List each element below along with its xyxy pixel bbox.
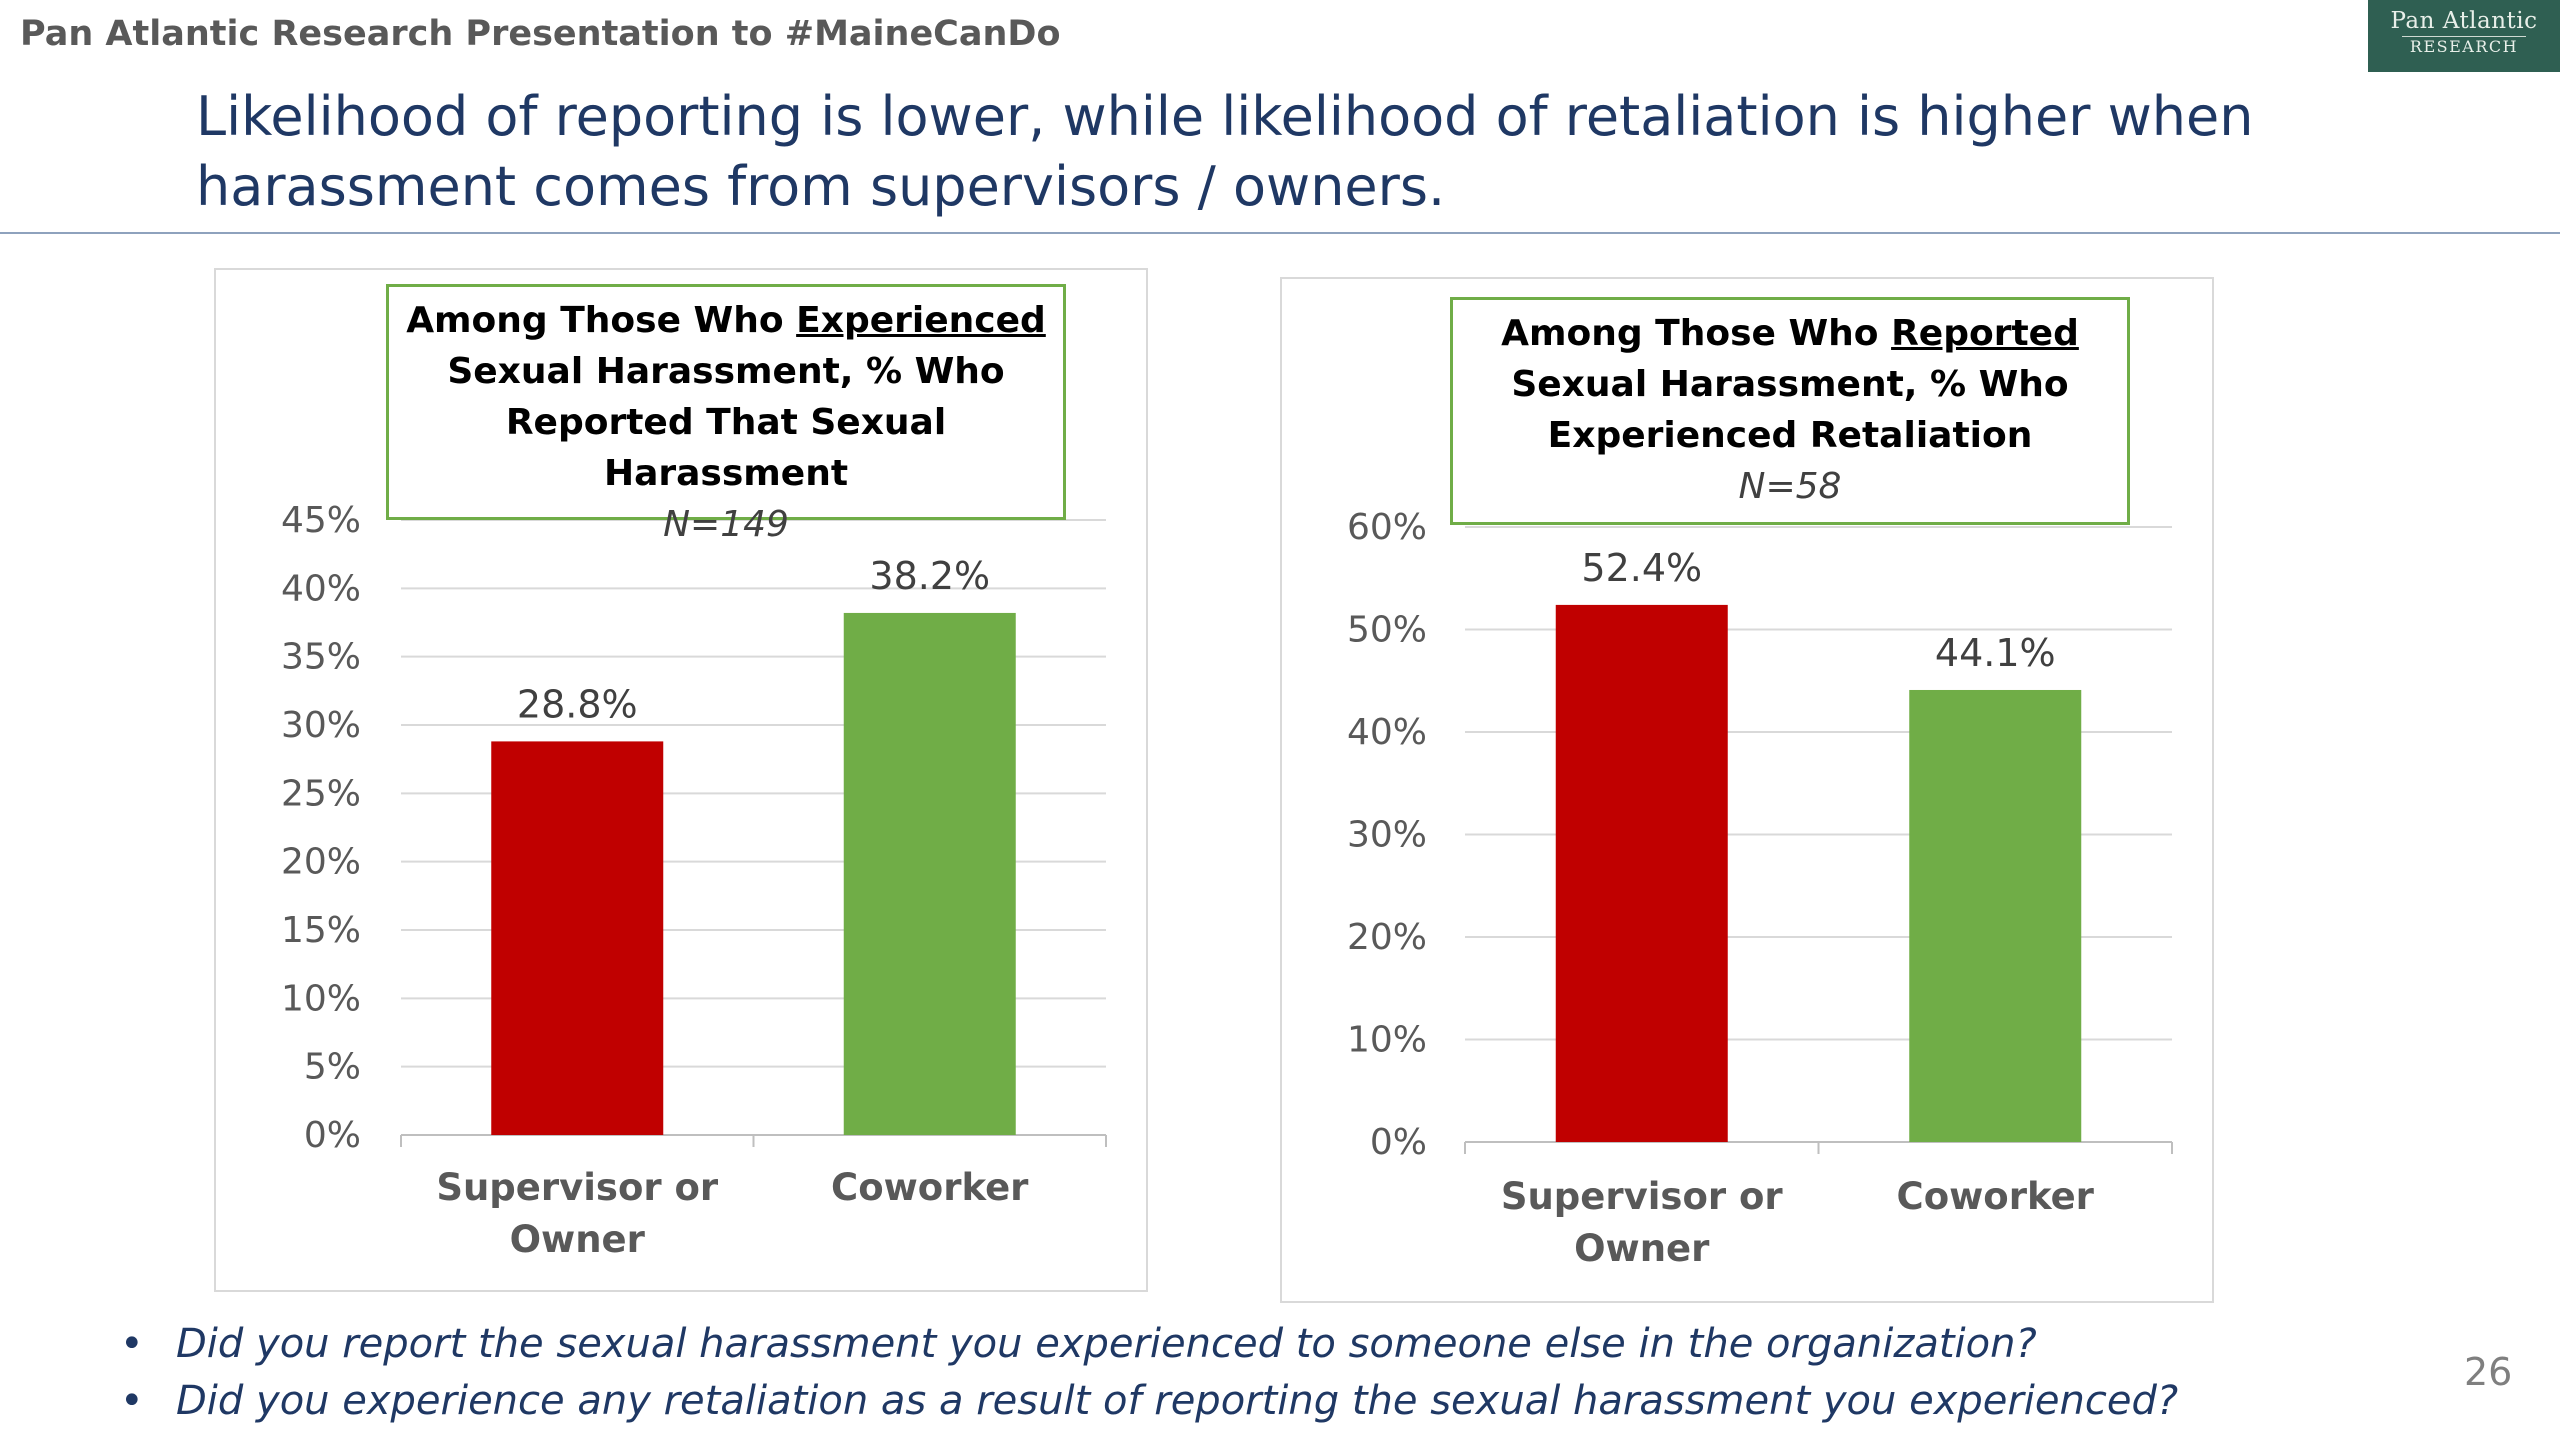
y-tick-label: 35%: [281, 637, 361, 678]
y-tick-label: 0%: [304, 1115, 361, 1156]
caption-underlined: Experienced: [796, 300, 1046, 341]
pan-atlantic-logo: Pan Atlantic RESEARCH: [2368, 0, 2560, 72]
title-divider: [0, 232, 2560, 234]
question-text: Did you experience any retaliation as a …: [176, 1378, 2179, 1424]
bullet-icon: •: [120, 1378, 144, 1424]
caption-pre: Among Those Who: [406, 300, 797, 341]
logo-line1: Pan Atlantic: [2390, 8, 2538, 34]
bar: [1909, 689, 2082, 1142]
category-label-line: Owner: [510, 1218, 646, 1261]
chart-retaliation-svg: 0% 10% 20% 30% 40% 50% 60% 52.4% Supervisor or Ow…: [1347, 507, 2173, 1270]
chart-panel-retaliation: 0% 10% 20% 30% 40% 50% 60% 52.4% Supervisor or Ow…: [1280, 277, 2214, 1303]
category-label: Supervisor or Owner: [436, 1166, 719, 1261]
question-text: Did you report the sexual harassment you…: [176, 1321, 2037, 1367]
caption-underlined: Reported: [1891, 313, 2079, 354]
question-item: • Did you report the sexual harassment yo…: [120, 1316, 2178, 1373]
y-tick-label: 40%: [281, 568, 361, 609]
y-tick-label: 10%: [1347, 1020, 1427, 1061]
caption-post: Sexual Harassment, % Who Reported That S…: [447, 351, 1005, 494]
y-tick-label: 20%: [281, 842, 361, 883]
y-tick-label: 25%: [281, 773, 361, 814]
caption-n: N=149: [663, 504, 789, 545]
question-item: • Did you experience any retaliation as a…: [120, 1373, 2178, 1430]
category-label: Coworker: [831, 1166, 1029, 1209]
bar: [491, 741, 664, 1135]
data-label: 44.1%: [1935, 631, 2056, 675]
y-tick-label: 30%: [281, 705, 361, 746]
survey-questions: • Did you report the sexual harassment yo…: [120, 1316, 2178, 1430]
bullet-icon: •: [120, 1321, 144, 1367]
presentation-header: Pan Atlantic Research Presentation to #M…: [20, 14, 1061, 54]
y-tick-label: 5%: [304, 1047, 361, 1088]
chart-caption-retaliation: Among Those Who Reported Sexual Harassme…: [1450, 297, 2130, 525]
caption-n: N=58: [1738, 466, 1842, 507]
category-label: Supervisor or Owner: [1501, 1175, 1784, 1270]
data-label: 38.2%: [869, 554, 990, 598]
y-tick-label: 40%: [1347, 712, 1427, 753]
y-tick-label: 10%: [281, 978, 361, 1019]
page-number: 26: [2464, 1350, 2513, 1394]
y-tick-label: 50%: [1347, 610, 1427, 651]
slide-title: Likelihood of reporting is lower, while …: [196, 85, 2254, 218]
data-label: 28.8%: [517, 682, 638, 726]
bar: [1555, 604, 1728, 1142]
chart-reported-svg: 0% 5% 10% 15% 20% 25% 30% 35% 40% 45% 28.8% Supervi…: [281, 500, 1107, 1261]
y-tick-label: 45%: [281, 500, 361, 541]
chart-caption-reported: Among Those Who Experienced Sexual Haras…: [386, 284, 1066, 545]
caption-post: Sexual Harassment, % Who Experienced Ret…: [1511, 364, 2069, 456]
category-label-line: Supervisor or: [1501, 1175, 1784, 1218]
chart-panel-reported: 0% 5% 10% 15% 20% 25% 30% 35% 40% 45% 28.8% Supervi…: [214, 268, 1148, 1292]
y-tick-label: 0%: [1370, 1122, 1427, 1163]
caption-pre: Among Those Who: [1501, 313, 1892, 354]
data-label: 52.4%: [1581, 546, 1702, 590]
category-label-line: Coworker: [831, 1166, 1029, 1209]
y-tick-label: 20%: [1347, 917, 1427, 958]
y-tick-label: 60%: [1347, 507, 1427, 548]
bar: [843, 612, 1016, 1135]
category-label-line: Coworker: [1897, 1175, 2095, 1218]
logo-line2: RESEARCH: [2401, 36, 2527, 56]
category-label-line: Supervisor or: [436, 1166, 719, 1209]
category-label: Coworker: [1897, 1175, 2095, 1218]
category-label-line: Owner: [1574, 1227, 1710, 1270]
y-tick-label: 15%: [281, 910, 361, 951]
y-tick-label: 30%: [1347, 815, 1427, 856]
